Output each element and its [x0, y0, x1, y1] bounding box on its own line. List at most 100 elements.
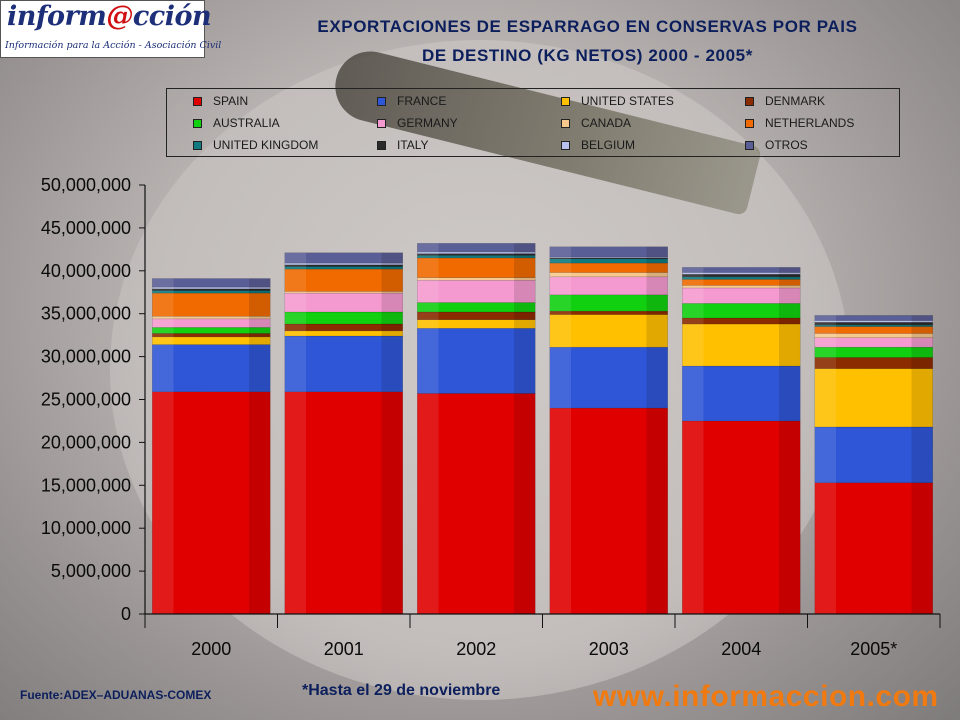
bar-segment-spain-2004 [682, 420, 801, 615]
legend-label-netherlands: NETHERLANDS [765, 116, 855, 130]
legend-label-denmark: DENMARK [765, 94, 826, 108]
bar-segment-otros-2004 [682, 267, 801, 273]
y-tick-label: 35,000,000 [41, 304, 131, 324]
legend-label-otros: OTROS [765, 138, 808, 152]
legend-swatch-italy [377, 140, 386, 150]
legend-label-spain: SPAIN [213, 94, 249, 108]
logo-word-suffix: cción [132, 1, 212, 32]
bar-segment-denmark-2002 [417, 311, 536, 320]
bar-segment-otros-2000 [152, 278, 271, 288]
plot-area: 0 5,000,000 10,000,000 15,000,000 20,000,000… [41, 175, 941, 659]
x-tick-label: 2002 [456, 639, 496, 659]
legend-item-canada: CANADA [561, 116, 631, 130]
informaccion-logo: inform@cción Información para la Acción … [0, 0, 221, 58]
y-tick-label: 5,000,000 [51, 561, 131, 581]
chart-legend: SPAIN FRANCE UNITED STATES DENMARK AUSTRALIA… [166, 88, 900, 157]
bar-segment-france-2003 [549, 346, 668, 409]
x-tick-label: 2003 [589, 639, 629, 659]
bar-shade-2003 [646, 246, 668, 614]
bar-highlight-2003 [549, 246, 572, 614]
x-tick-label: 2004 [721, 639, 761, 659]
footnote: *Hasta el 29 de noviembre [302, 682, 501, 699]
y-tick-label: 0 [121, 604, 131, 624]
y-tick-label: 25,000,000 [41, 390, 131, 410]
legend-item-germany: GERMANY [377, 116, 458, 130]
bar-segment-spain-2001 [284, 391, 403, 615]
bar-segment-spain-2002 [417, 393, 536, 615]
legend-item-italy: ITALY [377, 138, 429, 152]
y-tick-label: 30,000,000 [41, 347, 131, 367]
legend-swatch-otros [745, 140, 754, 150]
logo-word-prefix: inform [7, 1, 107, 32]
legend-label-germany: GERMANY [397, 116, 458, 130]
bar-segment-australia-2000 [152, 327, 271, 334]
y-tick-label: 40,000,000 [41, 261, 131, 281]
logo-tagline: Información para la Acción - Asociación … [5, 40, 222, 51]
bar-segment-france-2001 [284, 335, 403, 393]
bar-shade-2001 [381, 252, 403, 615]
legend-swatch-belgium [561, 140, 570, 150]
bar-segment-united-states-2003 [549, 314, 668, 348]
x-tick-label: 2001 [324, 639, 364, 659]
legend-label-australia: AUSTRALIA [213, 116, 280, 130]
legend-swatch-spain [193, 96, 202, 106]
legend-swatch-germany [377, 118, 386, 128]
y-tick-label: 50,000,000 [41, 175, 131, 195]
bar-highlight-2005 [814, 315, 837, 614]
bar-segment-france-2002 [417, 328, 536, 394]
legend-swatch-united-states [561, 96, 570, 106]
y-tick-label: 15,000,000 [41, 475, 131, 495]
legend-item-france: FRANCE [377, 94, 446, 108]
bar-shade-2000 [248, 278, 271, 614]
logo-wordmark: inform@cción [7, 1, 212, 32]
y-tick-label: 10,000,000 [41, 518, 131, 538]
bar-segment-denmark-2005 [814, 357, 933, 369]
chart-title-line-1: EXPORTACIONES DE ESPARRAGO EN CONSERVAS … [317, 17, 858, 36]
legend-swatch-denmark [745, 96, 754, 106]
bar-highlight-2000 [152, 278, 174, 614]
bar-highlight-2002 [417, 243, 439, 614]
legend-label-united-kingdom: UNITED KINGDOM [213, 138, 319, 152]
x-tick-label: 2005* [850, 639, 897, 659]
legend-item-united-kingdom: UNITED KINGDOM [193, 138, 318, 152]
y-tick-label: 45,000,000 [41, 218, 131, 238]
legend-item-belgium: BELGIUM [561, 138, 635, 152]
legend-item-denmark: DENMARK [745, 94, 825, 108]
legend-label-italy: ITALY [397, 138, 429, 152]
legend-item-united-states: UNITED STATES [561, 94, 674, 108]
legend-item-australia: AUSTRALIA [193, 116, 280, 130]
bar-highlight-2004 [682, 267, 704, 614]
bar-segment-spain-2005 [814, 482, 933, 615]
legend-label-france: FRANCE [397, 94, 447, 108]
bar-shade-2004 [778, 267, 801, 614]
legend-swatch-netherlands [745, 118, 754, 128]
source-note: Fuente:ADEX–ADUANAS-COMEX [20, 688, 212, 702]
bar-segment-otros-2002 [417, 243, 536, 253]
bar-shade-2005 [911, 315, 933, 614]
legend-swatch-australia [193, 118, 202, 128]
legend-swatch-canada [561, 118, 570, 128]
legend-label-belgium: BELGIUM [581, 138, 636, 152]
website-link[interactable]: www.informaccion.com [593, 680, 939, 713]
y-tick-label: 20,000,000 [41, 432, 131, 452]
bar-highlight-2001 [284, 252, 307, 615]
bar-shade-2002 [513, 243, 536, 614]
bar-segment-united-states-2005 [814, 368, 933, 428]
legend-item-netherlands: NETHERLANDS [745, 116, 854, 130]
bar-segment-france-2005 [814, 426, 933, 483]
legend-item-otros: OTROS [745, 138, 808, 152]
legend-label-canada: CANADA [581, 116, 632, 130]
bar-segment-otros-2005 [814, 315, 933, 321]
bar-segment-france-2004 [682, 365, 801, 422]
chart-title: EXPORTACIONES DE ESPARRAGO EN CONSERVAS … [215, 12, 960, 70]
bar-segment-otros-2003 [549, 246, 668, 258]
logo-at-symbol: @ [106, 1, 133, 32]
x-tick-label: 2000 [191, 639, 231, 659]
legend-item-spain: SPAIN [193, 94, 248, 108]
bar-segment-spain-2003 [549, 407, 668, 615]
legend-swatch-france [377, 96, 386, 106]
legend-label-united-states: UNITED STATES [581, 94, 674, 108]
bar-segment-otros-2001 [284, 252, 403, 264]
bar-segment-united-states-2004 [682, 323, 801, 367]
